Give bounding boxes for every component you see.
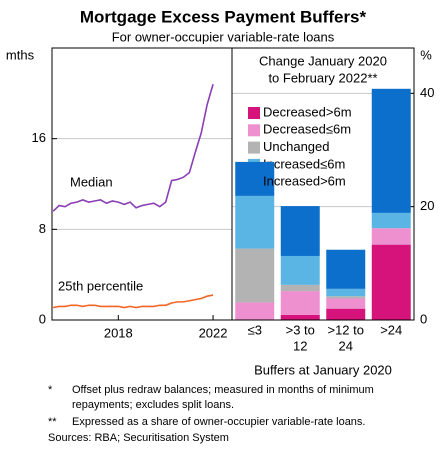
y-tick-label: 8 [39,221,46,236]
legend-swatch [248,176,260,189]
bar-segment [326,249,366,289]
y-tick-label: 40 [420,85,434,100]
series-label: Median [70,174,113,189]
bar-segment [371,244,411,320]
footnote-mark: ** [48,416,57,428]
series-label: 25th percentile [58,278,143,293]
x-tick-label: >3 to [286,322,315,337]
chart-subtitle: For owner-occupier variable-rate loans [112,29,335,44]
bar-segment [280,314,320,320]
y-tick-label: 0 [420,311,427,326]
footnote: Offset plus redraw balances; measured in… [72,384,374,396]
y-axis-label: mths [6,47,35,62]
bar-segment [371,228,411,245]
chart-title: Mortgage Excess Payment Buffers* [80,7,367,26]
bar-segment [326,296,366,299]
legend-label: Unchanged [263,139,330,154]
bar-segment [371,88,411,213]
y-axis-label: % [420,47,432,62]
legend-label: Increased>6m [263,174,346,189]
footnote: Expressed as a share of owner-occupier v… [72,416,365,428]
legend-label: Increased≤6m [263,156,345,171]
legend-swatch [248,141,260,154]
legend-swatch [248,124,260,137]
bar-segment [235,195,275,249]
x-tick-label: 24 [339,338,353,353]
plot-frame [51,47,415,321]
bar-segment [371,212,411,229]
x-tick-label: 2022 [199,325,228,340]
x-tick-label: 12 [293,338,307,353]
bar-segment [280,284,320,292]
y-tick-label: 16 [32,130,46,145]
panel-title: Change January 2020 [259,53,387,68]
line-series [53,294,214,309]
bar-segment [235,248,275,303]
x-tick-label: 2018 [104,325,133,340]
bar-segment [326,288,366,297]
x-tick-label: ≤3 [248,322,262,337]
bar-segment [280,291,320,315]
source: Sources: RBA; Securitisation System [48,432,229,444]
y-tick-label: 20 [420,198,434,213]
x-axis-label: Buffers at January 2020 [254,362,392,377]
bar-segment [326,298,366,309]
legend-label: Decreased≤6m [263,122,351,137]
bar-segment [280,255,320,285]
bar-segment [280,206,320,256]
footnote: repayments; excludes split loans. [72,399,234,411]
panel-title: to February 2022** [268,70,377,85]
x-tick-label: >12 to [327,322,364,337]
legend-swatch [248,107,260,119]
bar-segment [235,302,275,320]
legend-label: Decreased>6m [263,104,352,119]
footnote-mark: * [48,384,53,396]
y-tick-label: 0 [39,311,46,326]
bar-segment [326,308,366,320]
line-series [52,84,214,212]
x-tick-label: >24 [380,322,402,337]
